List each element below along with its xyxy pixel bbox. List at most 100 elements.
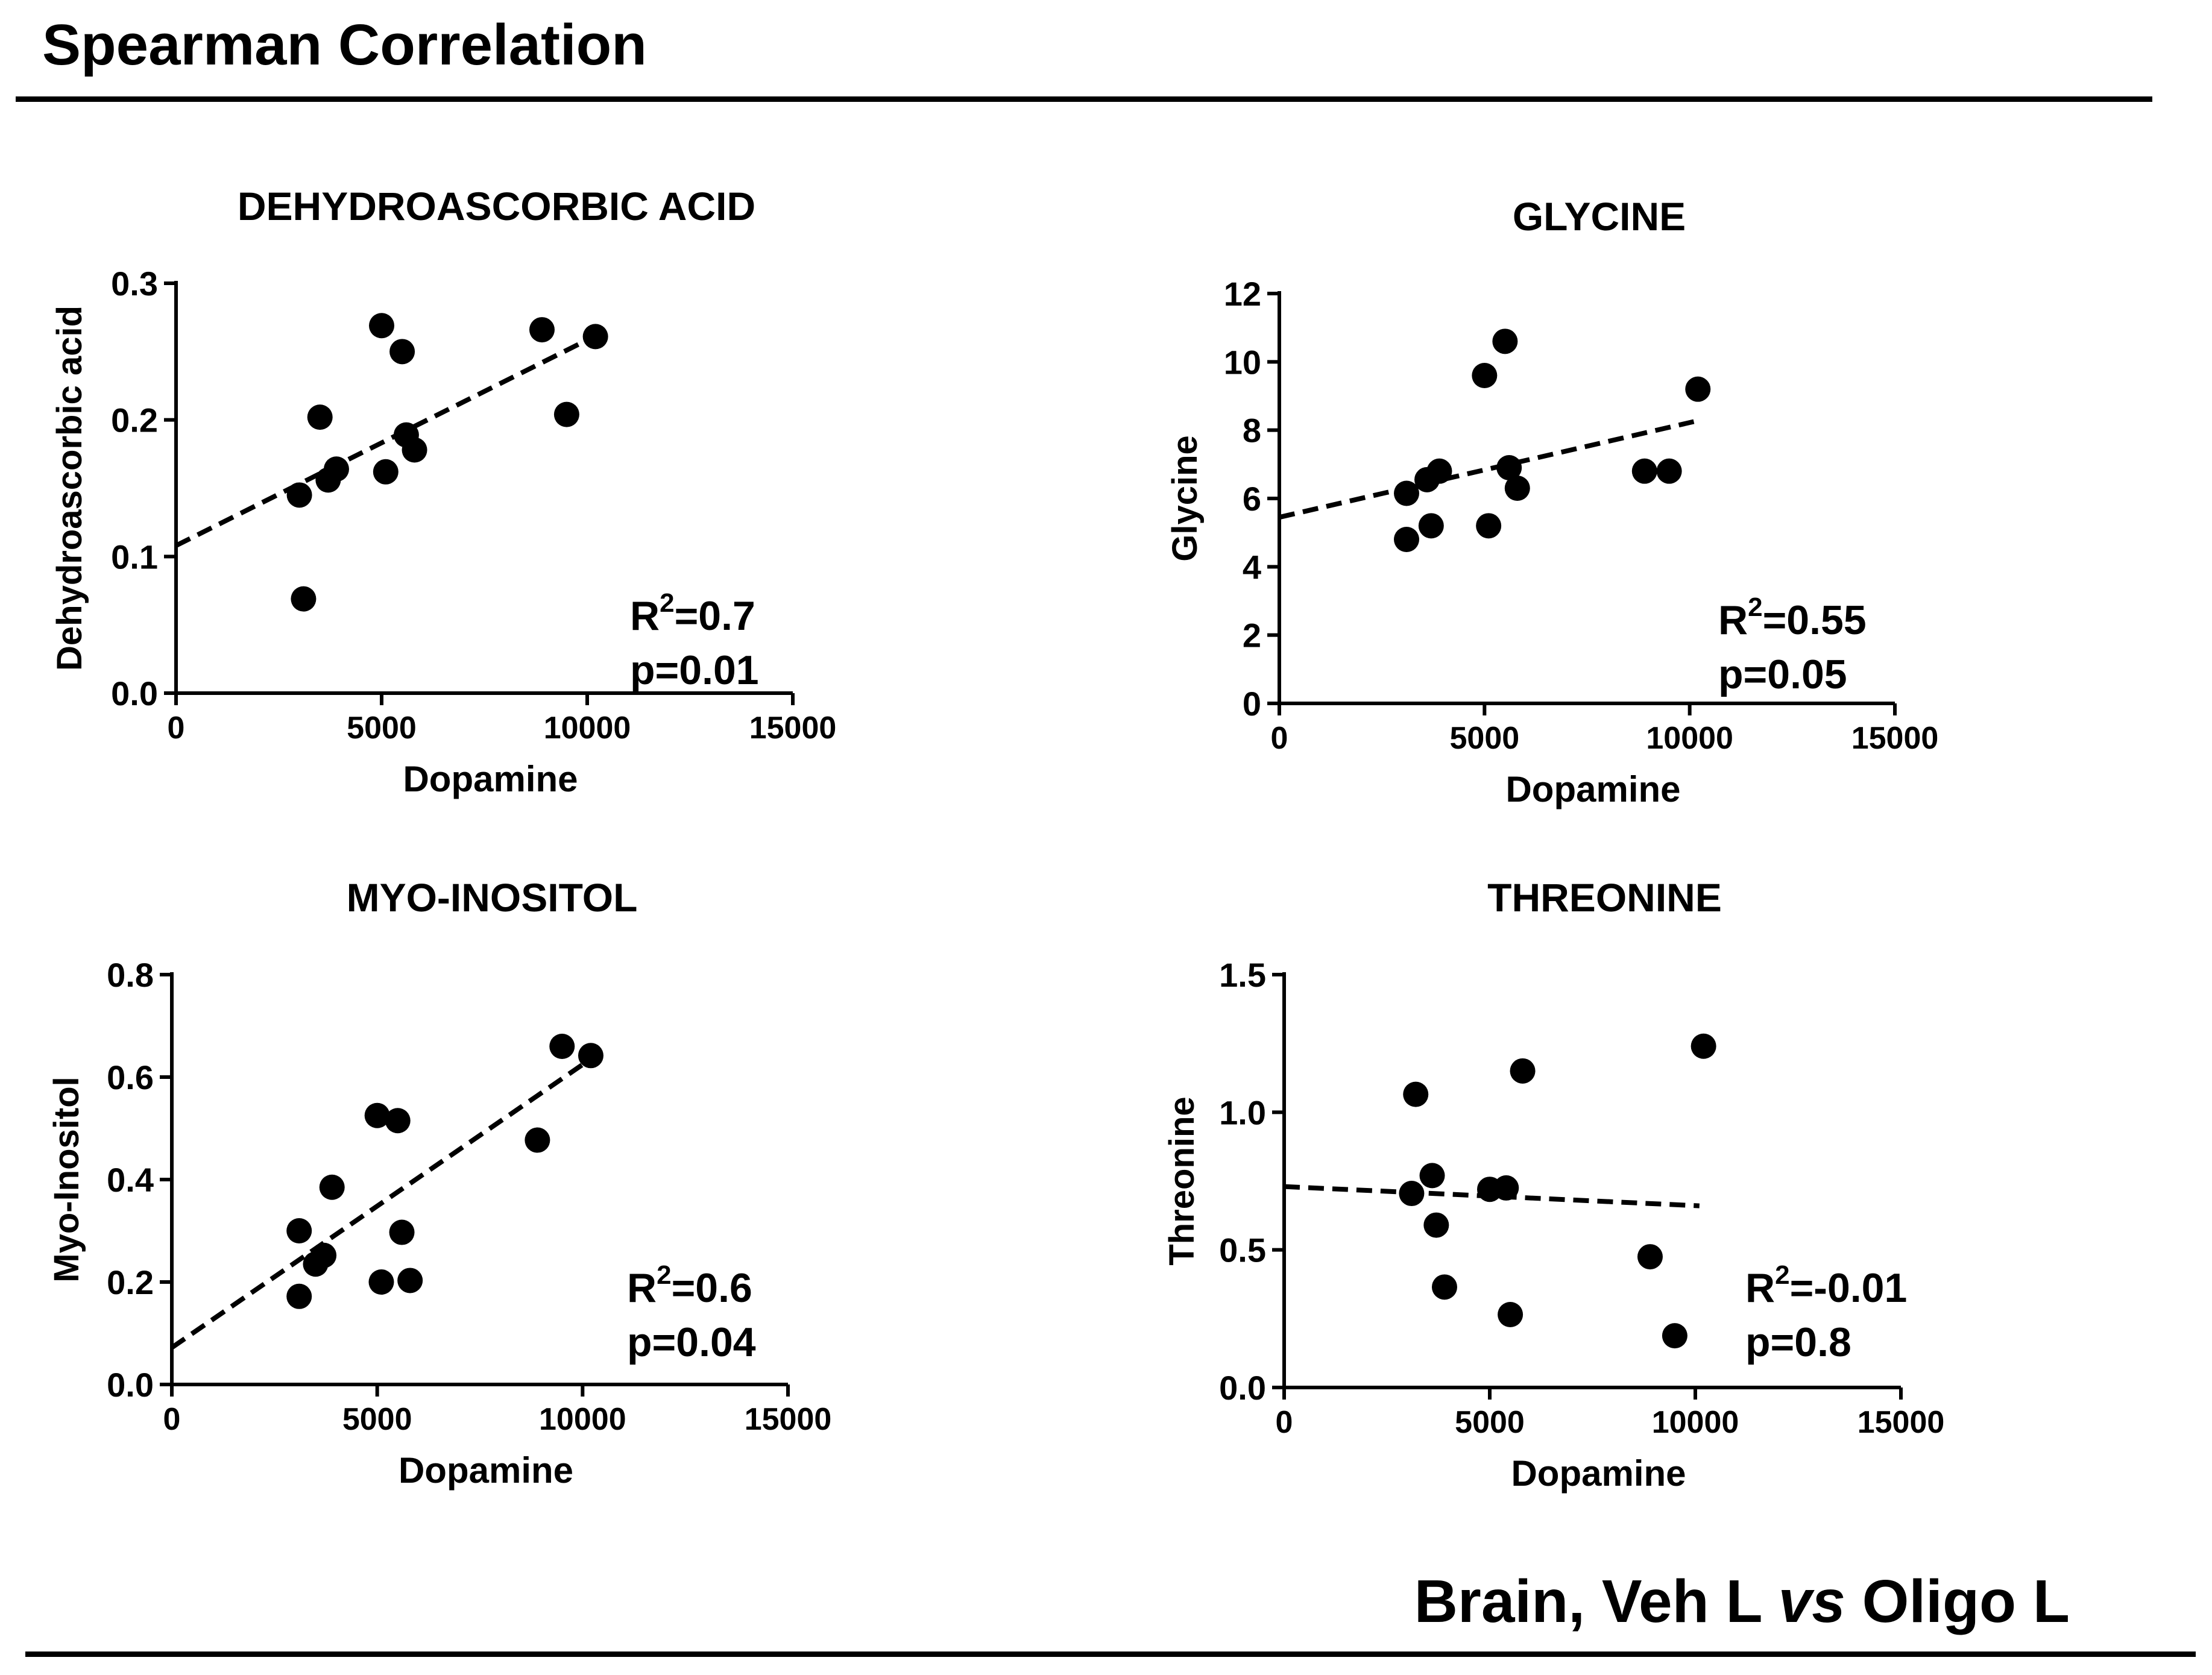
data-point	[1656, 458, 1682, 484]
data-point	[529, 317, 555, 343]
data-point	[368, 1269, 394, 1295]
x-tick-label: 15000	[1851, 721, 1939, 756]
data-point	[1631, 458, 1657, 484]
regression-line	[1279, 419, 1695, 520]
r-squared-label: R2=-0.01	[1745, 1260, 1907, 1311]
y-tick-label: 0.2	[111, 401, 158, 439]
regression-line	[170, 1060, 588, 1350]
data-point	[369, 313, 394, 339]
x-axis-label: Dopamine	[399, 1450, 573, 1491]
regression-line	[175, 336, 593, 548]
y-axis-label: Myo-Inositol	[47, 1076, 86, 1283]
x-tick-label: 5000	[1449, 721, 1519, 756]
y-tick-label: 2	[1243, 617, 1261, 655]
y-tick-label: 8	[1243, 412, 1261, 450]
data-point	[1431, 1274, 1457, 1300]
data-point	[307, 404, 333, 430]
data-point	[1685, 376, 1711, 402]
data-point	[1637, 1244, 1663, 1270]
caption-suffix: Oligo L	[1845, 1568, 2070, 1635]
x-axis-label: Dopamine	[1511, 1453, 1686, 1494]
data-point	[1394, 480, 1420, 506]
data-point	[319, 1174, 345, 1200]
data-point	[1493, 1175, 1519, 1201]
x-tick-label: 0	[1276, 1405, 1293, 1440]
data-point	[1498, 1301, 1524, 1327]
data-point	[525, 1127, 550, 1153]
data-point	[1423, 1212, 1449, 1238]
y-tick-label: 0.1	[111, 538, 158, 576]
scatter-panel-2: GLYCINE 0 2 4 6 8 10 12 0 5000 10000 15000 Dopamine G…	[1165, 194, 1938, 809]
p-value-label: p=0.01	[630, 647, 759, 693]
x-tick-label: 5000	[342, 1402, 412, 1437]
data-point	[311, 1242, 337, 1268]
y-axis-label: Dehydroascorbic acid	[50, 306, 89, 671]
r-squared-label: R2=0.55	[1718, 592, 1867, 643]
x-tick-label: 5000	[347, 711, 417, 746]
data-point	[397, 1268, 423, 1293]
y-tick-label: 0.2	[107, 1263, 154, 1301]
data-point	[1418, 513, 1444, 539]
chart-title: MYO-INOSITOL	[347, 875, 638, 920]
x-tick-label: 10000	[544, 711, 631, 746]
data-point	[549, 1034, 575, 1059]
y-tick-label: 1.0	[1219, 1093, 1266, 1131]
y-tick-label: 0.0	[1219, 1369, 1266, 1407]
data-point	[582, 324, 608, 350]
x-axis-label: Dopamine	[403, 759, 578, 799]
data-point	[1394, 527, 1420, 552]
data-point	[286, 1218, 312, 1243]
data-point	[364, 1102, 390, 1128]
data-point	[1504, 476, 1530, 501]
data-point	[389, 339, 415, 365]
y-tick-label: 1.5	[1219, 956, 1266, 994]
y-tick-label: 0.6	[107, 1058, 154, 1096]
data-point	[1691, 1033, 1716, 1059]
p-value-label: p=0.05	[1718, 652, 1847, 697]
y-tick-label: 0.5	[1219, 1231, 1266, 1269]
chart-title: GLYCINE	[1513, 194, 1686, 239]
x-tick-label: 15000	[749, 711, 837, 746]
data-point	[286, 482, 312, 508]
data-point	[1426, 458, 1452, 484]
scatter-panel-1: DEHYDROASCORBIC ACID 0.0 0.1 0.2 0.3 0 5000 100…	[50, 184, 836, 799]
y-tick-label: 0	[1243, 685, 1261, 723]
y-tick-label: 0.4	[107, 1161, 154, 1199]
page-title: Spearman Correlation	[42, 13, 647, 77]
x-axis-label: Dopamine	[1505, 769, 1680, 809]
y-tick-label: 10	[1224, 343, 1261, 381]
scatter-panel-4: THREONINE 0.0 0.5 1.0 1.5 0 5000 10000 15000 Dopa…	[1162, 875, 1944, 1494]
y-tick-label: 0.3	[111, 265, 158, 303]
y-tick-label: 12	[1224, 275, 1261, 313]
x-tick-label: 0	[163, 1402, 181, 1437]
y-tick-label: 0.8	[107, 956, 154, 994]
data-point	[402, 437, 427, 463]
bottom-divider	[25, 1651, 2196, 1657]
y-axis-label: Glycine	[1165, 435, 1205, 562]
p-value-label: p=0.04	[627, 1319, 756, 1365]
x-tick-label: 10000	[1646, 721, 1733, 756]
data-point	[385, 1108, 411, 1134]
data-point	[286, 1283, 312, 1309]
caption-italic: vs	[1778, 1568, 1845, 1635]
data-point	[1662, 1323, 1687, 1349]
comparison-caption: Brain, Veh L vs Oligo L	[1414, 1567, 2070, 1636]
x-tick-label: 15000	[745, 1402, 832, 1437]
data-point	[373, 459, 399, 485]
x-tick-label: 15000	[1858, 1405, 1945, 1440]
x-tick-label: 0	[168, 711, 185, 746]
x-tick-label: 10000	[539, 1402, 626, 1437]
data-point	[1472, 363, 1498, 388]
y-axis-label: Threonine	[1162, 1096, 1202, 1265]
data-point	[323, 456, 349, 482]
data-point	[1476, 513, 1502, 539]
data-point	[1492, 328, 1518, 354]
data-point	[578, 1043, 603, 1069]
y-tick-label: 0.0	[107, 1366, 154, 1404]
chart-title: THREONINE	[1487, 875, 1722, 920]
data-point	[389, 1219, 415, 1245]
r-squared-label: R2=0.6	[627, 1260, 752, 1311]
y-tick-label: 4	[1243, 548, 1261, 586]
data-point	[1399, 1181, 1425, 1207]
data-point	[1510, 1058, 1536, 1084]
